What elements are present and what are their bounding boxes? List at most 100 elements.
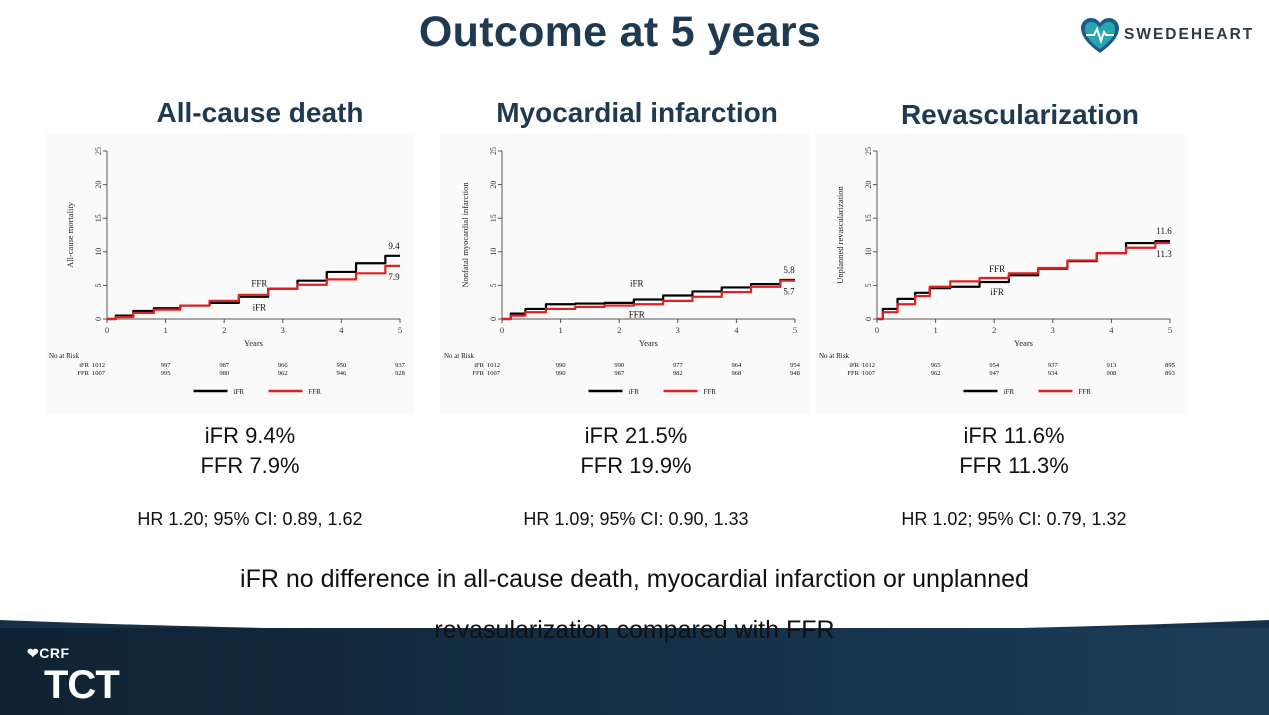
y-tick-label: 15 bbox=[489, 214, 498, 222]
end-label-ifr: 5.8 bbox=[783, 265, 795, 275]
conclusion-line-2: revasularization compared with FFR bbox=[434, 616, 835, 644]
risk-table-value: 1007 bbox=[487, 370, 501, 377]
hr-revascularization: HR 1.02; 95% CI: 0.79, 1.32 bbox=[901, 509, 1127, 529]
risk-table-value: 968 bbox=[732, 370, 742, 377]
crf-logo: ❤CRF bbox=[27, 645, 70, 661]
risk-table-value: 1007 bbox=[862, 370, 876, 377]
risk-table-value: 966 bbox=[278, 362, 289, 369]
chart-title-all-cause-death: All-cause death bbox=[156, 97, 364, 128]
x-tick-label: 0 bbox=[105, 325, 109, 335]
risk-table-row-label: FFR bbox=[77, 370, 89, 377]
y-tick-label: 25 bbox=[864, 147, 873, 155]
risk-table-value: 937 bbox=[395, 362, 406, 369]
y-tick-label: 0 bbox=[94, 317, 103, 321]
risk-table-value: 954 bbox=[790, 362, 801, 369]
y-tick-label: 5 bbox=[864, 283, 873, 287]
risk-table-header: No at Risk bbox=[49, 352, 79, 360]
y-tick-label: 10 bbox=[489, 248, 498, 256]
y-tick-label: 20 bbox=[864, 181, 873, 189]
risk-table-value: 982 bbox=[673, 370, 683, 377]
risk-table-value: 928 bbox=[395, 370, 405, 377]
x-tick-label: 4 bbox=[339, 325, 344, 335]
y-tick-label: 20 bbox=[489, 181, 498, 189]
risk-table-value: 990 bbox=[556, 370, 566, 377]
x-axis-label: Years bbox=[639, 338, 658, 348]
y-tick-label: 15 bbox=[864, 214, 873, 222]
y-tick-label: 25 bbox=[94, 147, 103, 155]
risk-table-value: 937 bbox=[1048, 362, 1059, 369]
x-tick-label: 0 bbox=[875, 325, 879, 335]
risk-table-value: 962 bbox=[278, 370, 288, 377]
y-tick-label: 10 bbox=[864, 248, 873, 256]
tct-logo: TCT bbox=[44, 663, 120, 707]
legend-label-ffr: FFR bbox=[309, 388, 322, 396]
x-tick-label: 5 bbox=[793, 325, 797, 335]
risk-table-value: 947 bbox=[989, 370, 1000, 377]
x-tick-label: 5 bbox=[398, 325, 402, 335]
risk-table-value: 987 bbox=[219, 362, 230, 369]
x-tick-label: 1 bbox=[933, 325, 937, 335]
stat-ffr-myocardial-infarction: FFR 19.9% bbox=[580, 453, 692, 478]
series-label-ffr: FFR bbox=[251, 279, 267, 289]
series-label-ifr: iFR bbox=[630, 279, 644, 289]
y-tick-label: 5 bbox=[489, 283, 498, 287]
y-tick-label: 0 bbox=[864, 317, 873, 321]
y-tick-label: 25 bbox=[489, 147, 498, 155]
x-tick-label: 4 bbox=[734, 325, 739, 335]
risk-table-value: 997 bbox=[161, 362, 172, 369]
stat-ffr-all-cause-death: FFR 7.9% bbox=[200, 453, 300, 478]
footer-band bbox=[0, 628, 1269, 715]
stat-ifr-myocardial-infarction: iFR 21.5% bbox=[584, 423, 688, 448]
risk-table-value: 977 bbox=[673, 362, 684, 369]
x-tick-label: 0 bbox=[500, 325, 504, 335]
end-label-ifr: 9.4 bbox=[388, 241, 400, 251]
end-label-ffr: 11.3 bbox=[1156, 249, 1172, 259]
series-line-ffr bbox=[877, 241, 1170, 321]
legend-label-ffr: FFR bbox=[704, 388, 717, 396]
heart-pulse-icon bbox=[1081, 18, 1119, 53]
risk-table-value: 980 bbox=[219, 370, 229, 377]
legend-label-ffr: FFR bbox=[1079, 388, 1092, 396]
risk-table-value: 950 bbox=[337, 362, 347, 369]
series-line-ifr bbox=[502, 278, 795, 321]
risk-table-value: 990 bbox=[614, 362, 624, 369]
y-axis-label: All-cause mortality bbox=[65, 201, 75, 268]
risk-table-value: 1007 bbox=[92, 370, 106, 377]
x-tick-label: 3 bbox=[676, 325, 680, 335]
risk-table-row-label: FFR bbox=[472, 370, 484, 377]
risk-table-value: 908 bbox=[1107, 370, 1117, 377]
chart-title-myocardial-infarction: Myocardial infarction bbox=[496, 97, 778, 128]
legend-label-ifr: iFR bbox=[234, 388, 245, 396]
y-axis-label: Nonfatal myocardial infarction bbox=[460, 182, 470, 288]
km-chart-all-cause-death: 0 5 10 15 20 25 0 1 2 3 4 5 All-cause mortality Years… bbox=[49, 147, 406, 396]
swedeheart-logo: SWEDEHEART bbox=[1080, 17, 1260, 55]
km-chart-myocardial-infarction: 0 5 10 15 20 25 0 1 2 3 4 5 Nonfatal myocardial infa… bbox=[444, 147, 801, 396]
risk-table-header: No at Risk bbox=[444, 352, 474, 360]
risk-table-row-label: FFR bbox=[847, 370, 859, 377]
y-axis-label: Unplanned revascularization bbox=[835, 186, 845, 284]
logo-text: SWEDEHEART bbox=[1124, 26, 1255, 43]
hr-myocardial-infarction: HR 1.09; 95% CI: 0.90, 1.33 bbox=[523, 509, 749, 529]
series-label-ffr: FFR bbox=[629, 310, 645, 320]
plot-myocardial-infarction: 0 5 10 15 20 25 0 1 2 3 4 5 Nonfatal myocardial infa… bbox=[440, 133, 810, 415]
x-axis-label: Years bbox=[244, 338, 263, 348]
stat-ifr-revascularization: iFR 11.6% bbox=[963, 423, 1065, 448]
x-tick-label: 5 bbox=[1168, 325, 1172, 335]
slide-title: Outcome at 5 years bbox=[418, 8, 822, 56]
risk-table-value: 965 bbox=[931, 362, 941, 369]
end-label-ifr: 11.6 bbox=[1156, 226, 1172, 236]
risk-table-value: 1012 bbox=[487, 362, 500, 369]
x-tick-label: 2 bbox=[992, 325, 996, 335]
hr-all-cause-death: HR 1.20; 95% CI: 0.89, 1.62 bbox=[137, 509, 363, 529]
y-tick-label: 20 bbox=[94, 181, 103, 189]
risk-table-row-label: iFR bbox=[474, 362, 484, 369]
risk-table-value: 895 bbox=[1165, 362, 1175, 369]
risk-table-row-label: iFR bbox=[79, 362, 89, 369]
x-tick-label: 1 bbox=[558, 325, 562, 335]
risk-table-value: 964 bbox=[732, 362, 743, 369]
x-tick-label: 3 bbox=[1051, 325, 1055, 335]
end-label-ffr: 5.7 bbox=[783, 287, 795, 297]
risk-table-value: 1012 bbox=[92, 362, 105, 369]
series-label-ffr: FFR bbox=[989, 264, 1005, 274]
series-label-ifr: iFR bbox=[253, 302, 267, 312]
